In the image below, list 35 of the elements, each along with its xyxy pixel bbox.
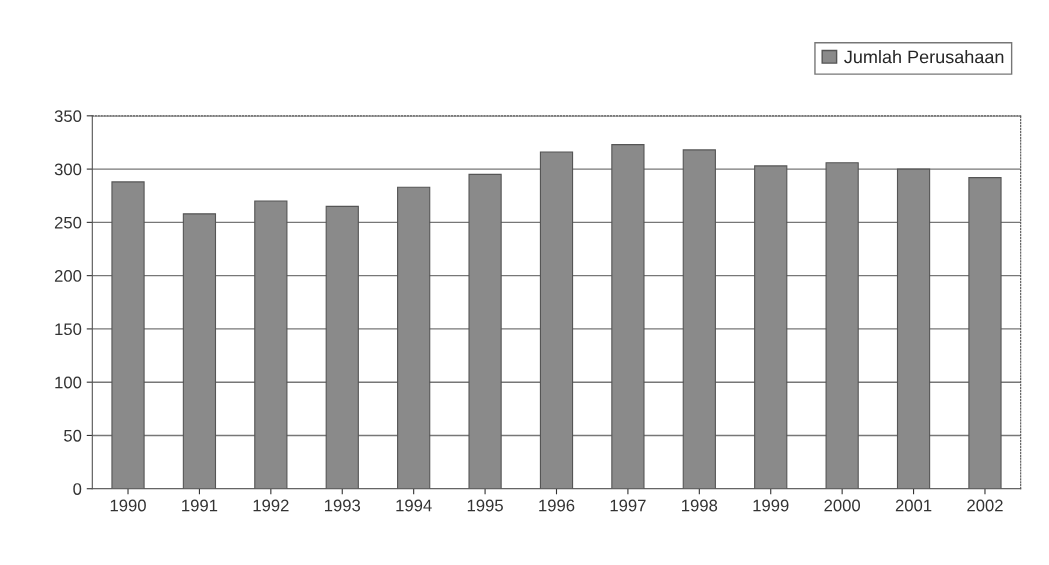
- x-tick-label: 1993: [324, 499, 361, 512]
- y-tick-label: 100: [55, 376, 82, 389]
- bar: [182, 213, 217, 489]
- x-tick-label: 1991: [182, 499, 218, 512]
- bar: [682, 149, 716, 489]
- y-tick-label: 350: [54, 110, 82, 123]
- bar: [825, 162, 859, 489]
- y-tick-label: 0: [73, 483, 82, 495]
- bar: [754, 165, 788, 489]
- bar: [111, 181, 145, 489]
- x-tick-label: 1999: [753, 499, 789, 512]
- x-tick-label: 2000: [824, 499, 861, 512]
- x-tick-label: 1994: [396, 499, 432, 512]
- bar: [896, 168, 931, 489]
- x-tick-label: 2002: [967, 499, 1003, 512]
- bar: [968, 177, 1002, 489]
- y-tick-label: 50: [64, 429, 82, 442]
- bar: [611, 144, 645, 489]
- y-tick-label: 200: [54, 270, 82, 282]
- bar: [397, 186, 431, 489]
- x-tick-label: 2001: [895, 499, 932, 512]
- bar: [325, 205, 359, 489]
- bar: [468, 173, 502, 489]
- y-tick-label: 150: [55, 323, 82, 336]
- x-tick-label: 1995: [467, 499, 503, 512]
- y-tick-label: 250: [54, 216, 82, 229]
- y-tick-label: 300: [54, 163, 82, 176]
- x-tick-label: 1990: [110, 499, 146, 512]
- x-tick-label: 1997: [610, 499, 646, 512]
- legend-label: Jumlah Perusahaan: [844, 50, 1004, 64]
- x-tick-label: 1998: [682, 499, 718, 512]
- x-tick-label: 1992: [253, 499, 289, 512]
- x-tick-label: 1996: [539, 499, 575, 512]
- bar: [539, 151, 574, 489]
- bar: [254, 200, 288, 489]
